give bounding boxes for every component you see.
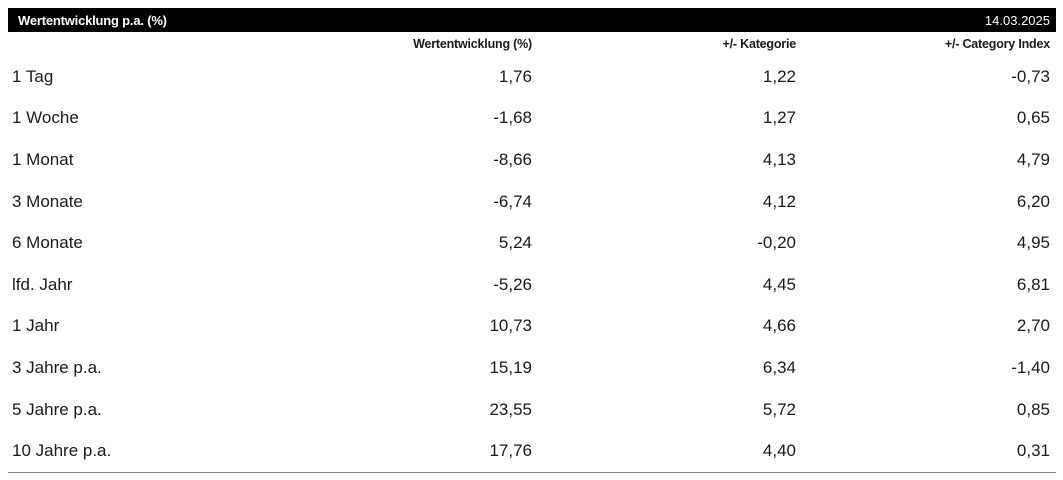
- table-row: 3 Monate -6,74 4,12 6,20: [8, 181, 1056, 223]
- table-row: 3 Jahre p.a. 15,19 6,34 -1,40: [8, 347, 1056, 389]
- kategorie-value: 4,12: [762, 191, 796, 211]
- wertentwicklung-value: 5,24: [498, 233, 532, 253]
- kategorie-value: 4,66: [762, 316, 796, 336]
- column-header-kategorie: +/- Kategorie: [722, 37, 797, 51]
- table-row: 10 Jahre p.a. 17,76 4,40 0,31: [8, 430, 1056, 472]
- category-index-value: 2,70: [1016, 316, 1050, 336]
- table-row: 1 Tag 1,76 1,22 -0,73: [8, 56, 1056, 98]
- performance-table: Wertentwicklung (%) +/- Kategorie +/- Ca…: [8, 32, 1056, 472]
- period-label: 1 Tag: [12, 66, 54, 86]
- table-row: 1 Woche -1,68 1,27 0,65: [8, 98, 1056, 140]
- kategorie-value: 1,22: [762, 66, 796, 86]
- category-index-value: 4,79: [1016, 149, 1050, 169]
- wertentwicklung-value: -8,66: [493, 149, 532, 169]
- wertentwicklung-value: 15,19: [489, 357, 532, 377]
- category-index-value: 0,65: [1016, 108, 1050, 128]
- wertentwicklung-value: 17,76: [489, 441, 532, 461]
- period-label: lfd. Jahr: [12, 274, 73, 294]
- kategorie-value: -0,20: [757, 233, 796, 253]
- kategorie-value: 1,27: [762, 108, 796, 128]
- table-row: 5 Jahre p.a. 23,55 5,72 0,85: [8, 389, 1056, 431]
- period-label: 1 Jahr: [12, 316, 60, 336]
- category-index-value: -0,73: [1011, 66, 1050, 86]
- wertentwicklung-value: 10,73: [489, 316, 532, 336]
- period-label: 3 Monate: [12, 191, 83, 211]
- column-header-wertentwicklung: Wertentwicklung (%): [413, 37, 532, 51]
- kategorie-value: 4,45: [762, 274, 796, 294]
- kategorie-value: 6,34: [762, 357, 796, 377]
- table-row: 6 Monate 5,24 -0,20 4,95: [8, 222, 1056, 264]
- kategorie-value: 5,72: [762, 399, 796, 419]
- period-label: 5 Jahre p.a.: [12, 399, 102, 419]
- period-label: 6 Monate: [12, 233, 83, 253]
- period-label: 1 Woche: [12, 108, 79, 128]
- category-index-value: 6,81: [1016, 274, 1050, 294]
- column-header-row: Wertentwicklung (%) +/- Kategorie +/- Ca…: [8, 32, 1056, 56]
- column-header-period: [8, 32, 308, 56]
- period-label: 10 Jahre p.a.: [12, 441, 112, 461]
- column-header-category-index: +/- Category Index: [944, 37, 1050, 51]
- wertentwicklung-value: 1,76: [498, 66, 532, 86]
- wertentwicklung-value: 23,55: [489, 399, 532, 419]
- table-row: lfd. Jahr -5,26 4,45 6,81: [8, 264, 1056, 306]
- category-index-value: 0,85: [1016, 399, 1050, 419]
- table-title: Wertentwicklung p.a. (%): [18, 12, 167, 28]
- title-bar: Wertentwicklung p.a. (%) 14.03.2025: [8, 8, 1056, 32]
- wertentwicklung-value: -6,74: [493, 191, 532, 211]
- as-of-date: 14.03.2025: [984, 12, 1050, 28]
- category-index-value: 6,20: [1016, 191, 1050, 211]
- category-index-value: -1,40: [1011, 357, 1050, 377]
- period-label: 3 Jahre p.a.: [12, 357, 102, 377]
- kategorie-value: 4,40: [762, 441, 796, 461]
- category-index-value: 4,95: [1016, 233, 1050, 253]
- period-label: 1 Monat: [12, 149, 74, 169]
- wertentwicklung-value: -5,26: [493, 274, 532, 294]
- table-row: 1 Monat -8,66 4,13 4,79: [8, 139, 1056, 181]
- wertentwicklung-value: -1,68: [493, 108, 532, 128]
- performance-table-widget: Wertentwicklung p.a. (%) 14.03.2025 Wert…: [8, 8, 1056, 473]
- bottom-divider: [8, 471, 1056, 473]
- table-row: 1 Jahr 10,73 4,66 2,70: [8, 306, 1056, 348]
- category-index-value: 0,31: [1016, 441, 1050, 461]
- kategorie-value: 4,13: [762, 149, 796, 169]
